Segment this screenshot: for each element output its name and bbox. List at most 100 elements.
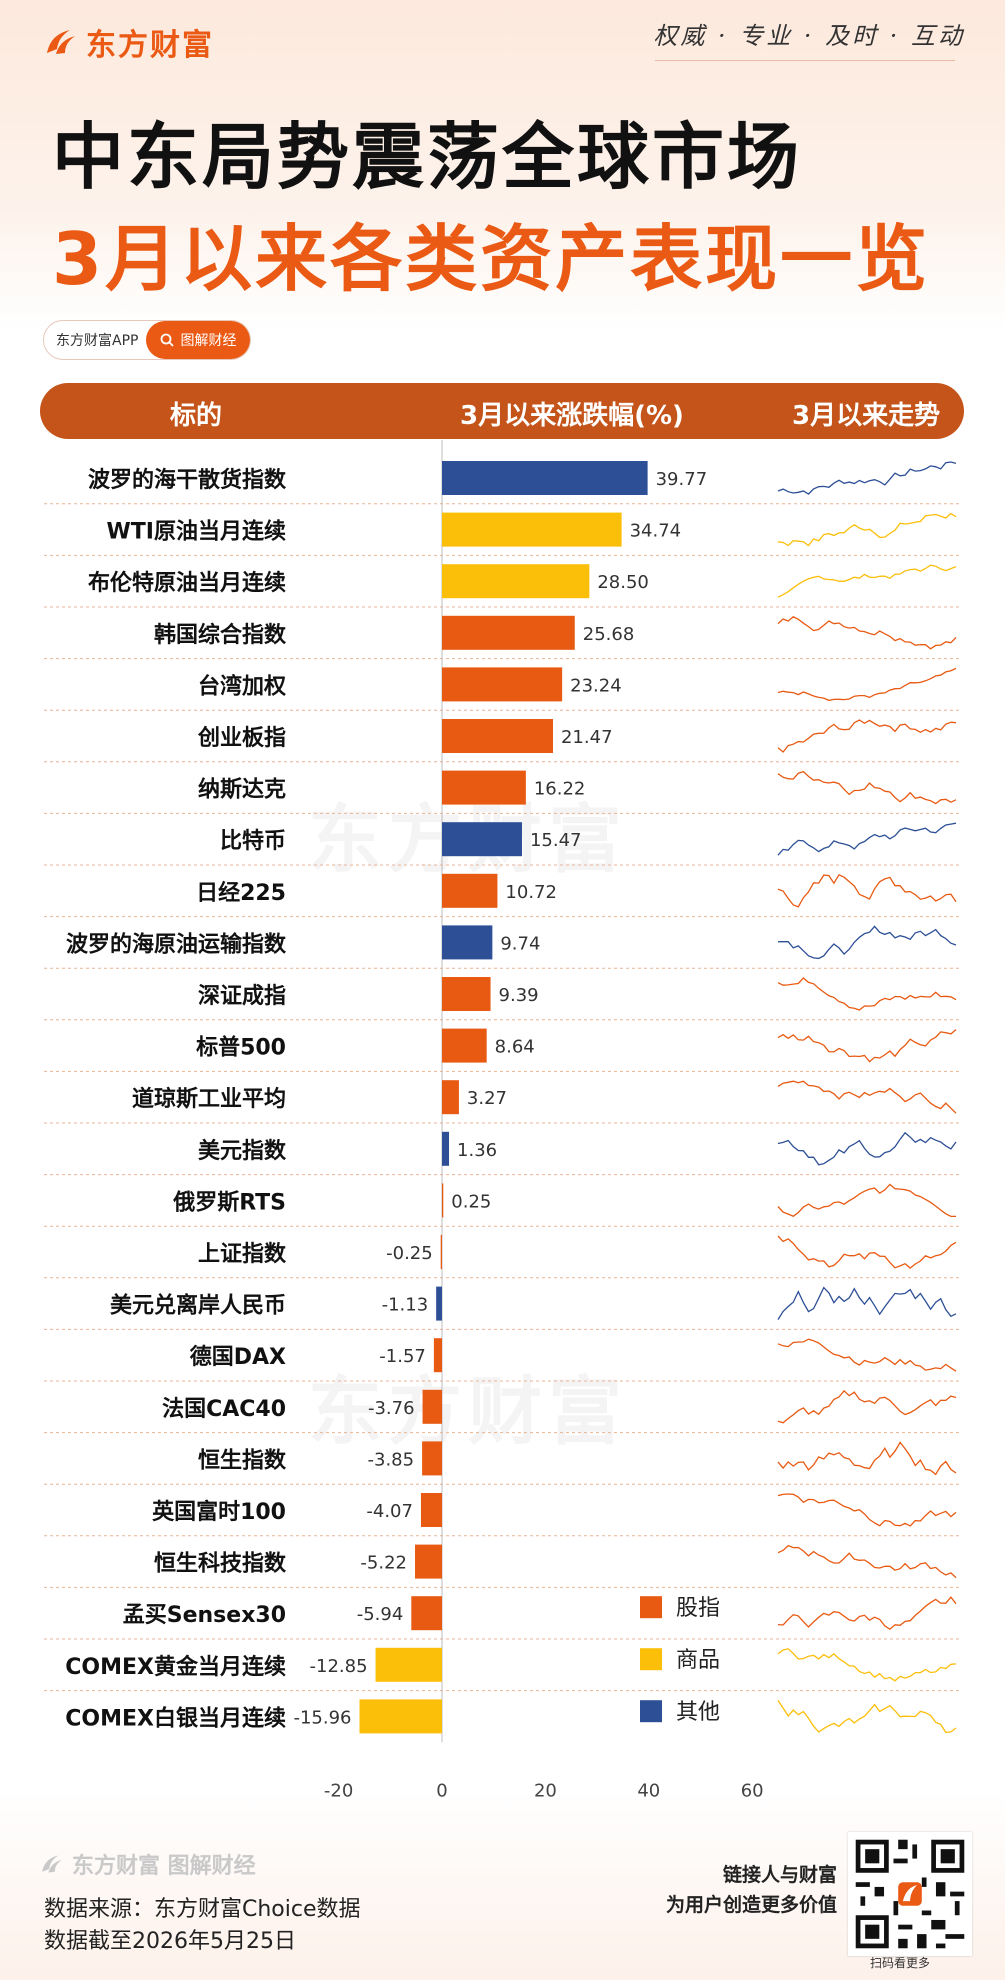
tag-label: 图解财经 (180, 333, 237, 349)
category-label: 纳斯达克 (198, 777, 286, 803)
trend-sparkline (777, 719, 957, 753)
value-label: -1.57 (379, 1346, 426, 1367)
app-pill[interactable]: 东方财富APP 图解财经 (43, 320, 252, 360)
category-label: 道琼斯工业平均 (132, 1086, 286, 1112)
trend-sparkline (777, 1648, 957, 1682)
x-tick-label: 40 (637, 1780, 660, 1801)
value-label: -12.85 (310, 1656, 368, 1677)
category-label: 波罗的海原油运输指数 (66, 931, 287, 957)
value-label: -1.13 (382, 1295, 429, 1316)
value-label: 10.72 (505, 882, 557, 903)
bar (415, 1544, 442, 1579)
table-header: 标的 3月以来涨跌幅(%) 3月以来走势 (40, 383, 964, 439)
trend-sparkline (777, 1544, 957, 1579)
trend-sparkline (777, 977, 957, 1011)
value-label: 28.50 (597, 572, 649, 593)
bar-chart: 波罗的海干散货指数 39.77 WTI原油当月连续 34.74 布伦特原油当月连续 28.… (44, 440, 962, 1801)
bar (359, 1699, 442, 1734)
category-label: COMEX黄金当月连续 (65, 1654, 286, 1680)
category-label: COMEX白银当月连续 (65, 1705, 286, 1731)
value-label: 34.74 (630, 521, 682, 542)
app-name: 东方财富APP (56, 333, 139, 349)
value-label: 1.36 (457, 1140, 497, 1161)
trend-sparkline (777, 770, 957, 805)
x-tick-label: 60 (741, 1780, 764, 1801)
legend-swatch (640, 1648, 662, 1671)
category-label: 上证指数 (198, 1241, 287, 1267)
bar (433, 1338, 442, 1373)
header-col-name: 标的 (170, 401, 223, 431)
bar (420, 1493, 442, 1527)
bar (440, 1235, 442, 1269)
qr-code[interactable] (848, 1832, 972, 1956)
header-col-trend: 3月以来走势 (792, 401, 941, 431)
x-tick-label: 0 (436, 1780, 447, 1801)
bar (422, 1441, 442, 1476)
bar (422, 1389, 442, 1424)
bar (442, 1028, 487, 1063)
source-text: 数据来源：东方财富Choice数据 (44, 1897, 361, 1922)
bar (442, 461, 648, 495)
category-label: 美元指数 (198, 1138, 287, 1164)
bar (442, 564, 590, 599)
trend-sparkline (777, 1389, 957, 1424)
category-label: 波罗的海干散货指数 (88, 467, 287, 493)
page-subtitle: 3月以来各类资产表现一览 (52, 217, 931, 301)
bar (442, 873, 498, 908)
value-label: -15.96 (293, 1707, 351, 1728)
value-label: 3.27 (467, 1088, 507, 1109)
category-label: 恒生指数 (198, 1447, 287, 1473)
brand-name: 东方财富 (86, 28, 214, 63)
bar (375, 1647, 442, 1682)
trend-sparkline (777, 564, 957, 598)
tag-button[interactable]: 图解财经 (146, 321, 251, 359)
trend-sparkline (777, 461, 957, 495)
search-icon (161, 333, 175, 347)
category-label: 标普500 (196, 1035, 286, 1061)
value-label: 9.74 (500, 933, 540, 954)
category-label: 德国DAX (190, 1344, 286, 1370)
footer-slogan: 链接人与财富 为用户创造更多价值 (666, 1860, 837, 1920)
category-label: 孟买Sensex30 (123, 1603, 286, 1628)
bar (442, 512, 622, 547)
category-label: 法国CAC40 (162, 1397, 286, 1422)
footer-slogan-line1: 链接人与财富 (722, 1864, 837, 1886)
category-label: 恒生科技指数 (154, 1551, 287, 1577)
footer-brand-tag: 东方财富 图解财经 (72, 1854, 256, 1879)
value-label: -4.07 (366, 1501, 413, 1522)
footer-brand: 东方财富 图解财经 (40, 1848, 256, 1880)
bar (442, 770, 526, 805)
trend-sparkline (777, 512, 957, 547)
bar (442, 822, 522, 857)
category-label: 创业板指 (197, 726, 286, 751)
data-source: 数据来源：东方财富Choice数据 数据截至2026年5月25日 (44, 1894, 361, 1958)
value-label: 21.47 (561, 727, 613, 748)
trend-sparkline (777, 1596, 957, 1631)
category-label: 深证成指 (198, 984, 286, 1009)
trend-sparkline (777, 1235, 957, 1269)
bar (436, 1286, 442, 1321)
legend-swatch (640, 1596, 662, 1619)
value-label: -5.22 (360, 1553, 407, 1574)
x-tick-label: -20 (324, 1780, 353, 1801)
page-title: 中东局势震荡全球市场 (52, 115, 803, 199)
value-label: 23.24 (570, 675, 622, 696)
value-label: -3.85 (368, 1449, 415, 1470)
bar (442, 925, 493, 960)
value-label: 0.25 (451, 1191, 491, 1212)
bar (442, 719, 553, 753)
legend-label: 股指 (676, 1596, 720, 1621)
value-label: 9.39 (499, 985, 539, 1006)
footer-slogan-line2: 为用户创造更多价值 (665, 1894, 837, 1916)
trend-sparkline (777, 1131, 957, 1166)
trend-sparkline (777, 1286, 957, 1320)
value-label: 8.64 (495, 1037, 535, 1058)
value-label: -0.25 (386, 1243, 433, 1264)
qr-note: 扫码看更多 (870, 1956, 931, 1970)
trend-sparkline (777, 1029, 957, 1063)
trend-sparkline (777, 1441, 957, 1476)
trend-sparkline (777, 1493, 957, 1527)
value-label: 25.68 (583, 624, 635, 645)
category-label: 日经225 (196, 880, 286, 906)
category-label: 俄罗斯RTS (172, 1189, 286, 1215)
